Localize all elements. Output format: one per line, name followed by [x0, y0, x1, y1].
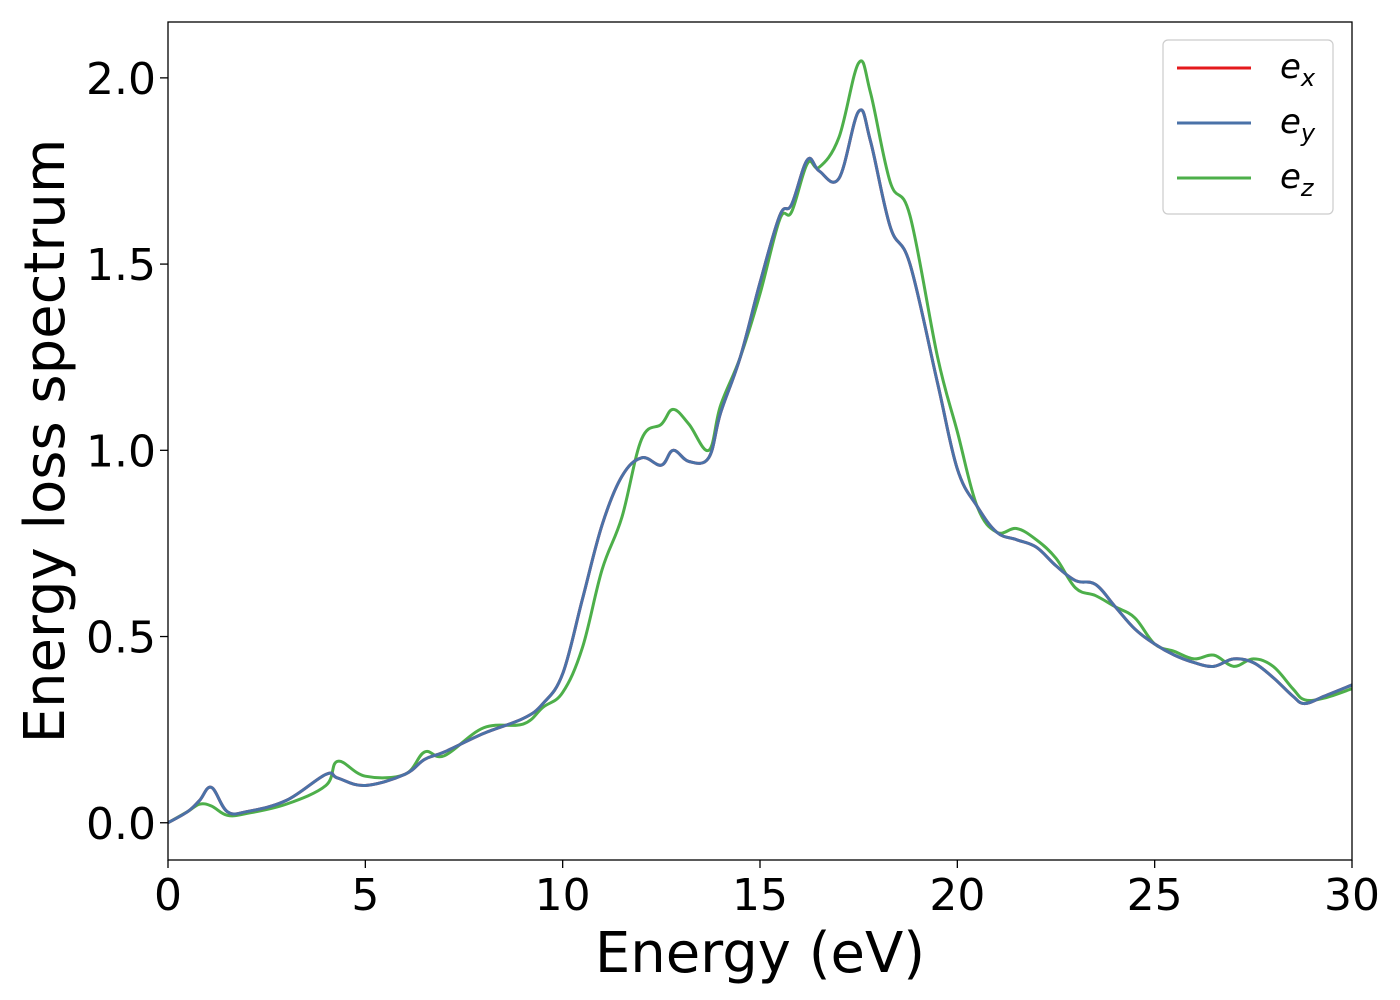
x-tick-label: 5	[351, 870, 379, 921]
legend-label-subscript: z	[1300, 174, 1315, 202]
legend-label-base: e	[1280, 47, 1301, 87]
legend-label-subscript: y	[1300, 119, 1316, 147]
y-axis-title: Energy loss spectrum	[13, 139, 78, 744]
legend-label-base: e	[1280, 102, 1301, 142]
legend-label-subscript: x	[1300, 64, 1316, 92]
x-tick-label: 10	[535, 870, 591, 921]
y-tick-label: 1.5	[86, 240, 156, 291]
legend-label-base: e	[1280, 157, 1301, 197]
y-tick-label: 0.5	[86, 613, 156, 664]
y-tick-label: 2.0	[86, 54, 156, 105]
series-layer	[168, 59, 1352, 825]
x-tick-label: 25	[1127, 870, 1183, 921]
x-tick-label: 20	[929, 870, 985, 921]
series-line-e-x	[168, 108, 1352, 825]
legend-box	[1162, 39, 1334, 215]
series-line-e-y	[168, 108, 1352, 825]
x-axis-title: Energy (eV)	[595, 921, 925, 986]
y-tick-label: 0.0	[86, 799, 156, 850]
legend-label-e-x: ex	[1280, 47, 1316, 92]
x-tick-label: 0	[154, 870, 182, 921]
legend-label-e-z: ez	[1280, 157, 1315, 202]
y-tick-label: 1.0	[86, 426, 156, 477]
x-tick-label: 15	[732, 870, 788, 921]
x-tick-label: 30	[1324, 870, 1380, 921]
y-axis-ticks: 0.0 0.5 1.0 1.5 2.0	[86, 54, 168, 850]
legend-label-e-y: ey	[1280, 102, 1316, 147]
x-axis-ticks: 0 5 10 15 20 25 30	[154, 860, 1380, 921]
